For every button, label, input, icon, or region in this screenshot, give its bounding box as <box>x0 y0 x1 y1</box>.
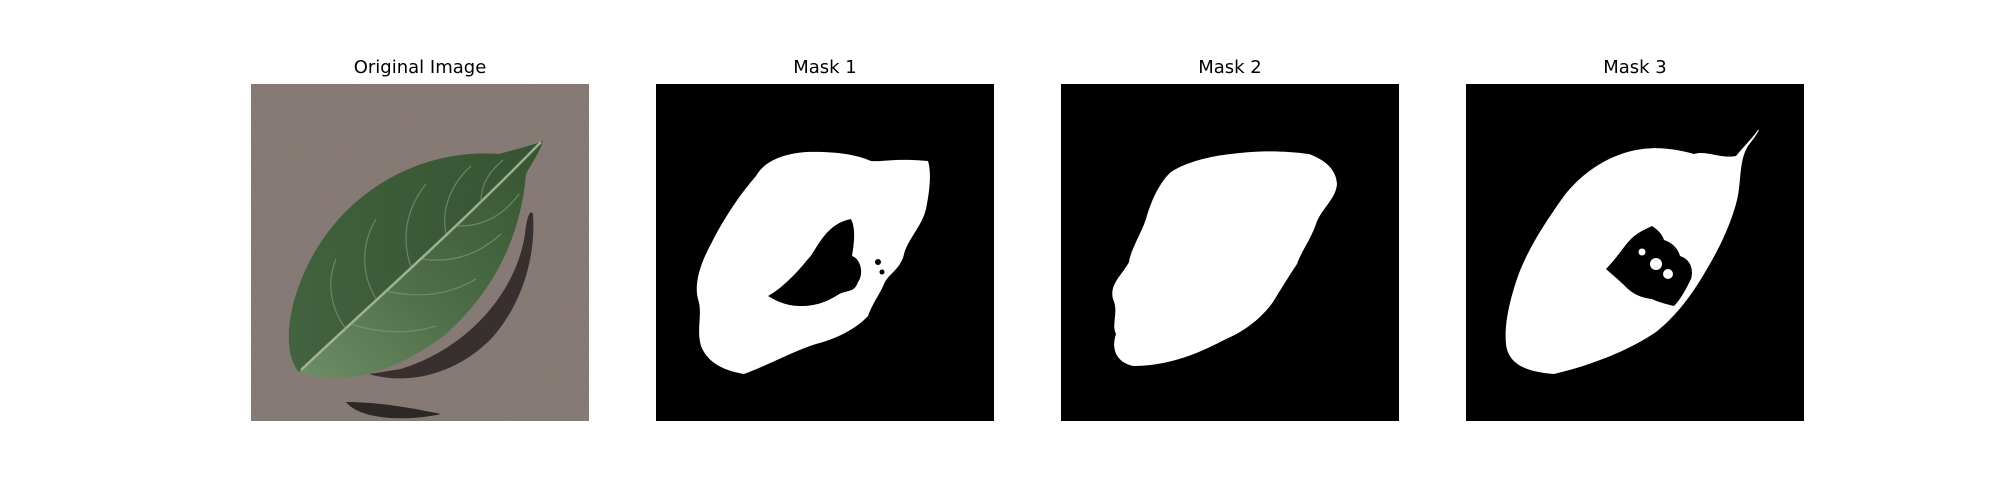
leaf-upper-half <box>288 141 543 372</box>
panel-mask-1: Mask 1 <box>656 57 994 421</box>
mask-foreground <box>1112 151 1337 366</box>
mask-island <box>1663 269 1673 279</box>
leaf-midrib <box>300 141 542 371</box>
mask-island <box>1638 248 1646 256</box>
panel-original-image: Original Image <box>251 57 589 421</box>
panel-title: Mask 2 <box>1198 57 1262 78</box>
panel-title: Original Image <box>353 57 487 78</box>
panel-mask-3: Mask 3 <box>1466 57 1804 421</box>
original-leaf-photo <box>251 84 589 421</box>
mask-1-image <box>656 84 994 421</box>
mask-background <box>1466 84 1804 421</box>
leaf-veins <box>330 159 520 333</box>
mask-speck <box>875 259 881 265</box>
mask-foreground <box>1505 129 1759 374</box>
leaf-shadow <box>369 212 534 379</box>
panel-title: Mask 1 <box>793 57 857 78</box>
panel-mask-2: Mask 2 <box>1061 57 1399 421</box>
mask-island <box>1650 258 1662 270</box>
mask-speck <box>879 269 885 275</box>
leaf-shadow-bottom <box>346 402 441 419</box>
mask-2-image <box>1061 84 1399 421</box>
panel-title: Mask 3 <box>1603 57 1667 78</box>
mask-foreground <box>696 151 930 374</box>
mask-3-image <box>1466 84 1804 421</box>
